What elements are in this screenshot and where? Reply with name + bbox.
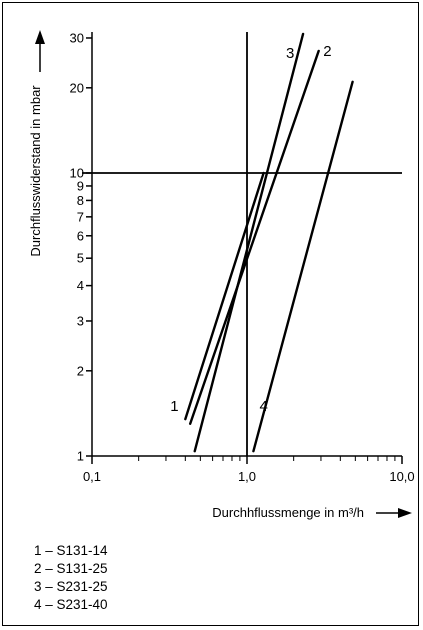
legend-item: 3 – S231-25 (34, 579, 108, 594)
y-axis-title: Durchflusswiderstand in mbar (28, 85, 43, 257)
series-line-1 (184, 171, 265, 421)
x-axis-title: Durchhflussmenge in m³/h (212, 505, 364, 520)
figure-frame (2, 2, 419, 626)
y-tick-label: 3 (77, 313, 84, 328)
y-tick-label: 9 (77, 178, 84, 193)
legend: 1 – S131-14 2 – S131-25 3 – S231-25 4 – … (34, 542, 108, 614)
x-tick-label: 1,0 (238, 469, 256, 484)
series-line-2 (188, 49, 320, 425)
y-tick-label: 2 (77, 363, 84, 378)
y-tick-label: 30 (70, 30, 84, 45)
x-tick-label: 0,1 (83, 469, 101, 484)
legend-item: 1 – S131-14 (34, 543, 108, 558)
x-axis-arrow-head (398, 508, 412, 518)
legend-item: 4 – S231-40 (34, 597, 108, 612)
series-line-4 (252, 80, 354, 453)
y-tick-label: 8 (77, 193, 84, 208)
y-tick-label: 7 (77, 209, 84, 224)
y-tick-label: 10 (70, 166, 84, 181)
series-label-4: 4 (259, 398, 267, 415)
series-label-1: 1 (170, 398, 178, 415)
series-label-2: 2 (323, 43, 331, 60)
y-tick-label: 4 (77, 278, 84, 293)
x-tick-label: 10,0 (389, 469, 414, 484)
legend-item: 2 – S131-25 (34, 561, 108, 576)
y-tick-label: 5 (77, 251, 84, 266)
y-tick-label: 6 (77, 228, 84, 243)
series-line-3 (193, 32, 305, 453)
series-label-3: 3 (286, 45, 294, 62)
y-tick-label: 1 (77, 449, 84, 464)
y-axis-arrow-head (35, 30, 45, 44)
y-tick-label: 20 (70, 80, 84, 95)
